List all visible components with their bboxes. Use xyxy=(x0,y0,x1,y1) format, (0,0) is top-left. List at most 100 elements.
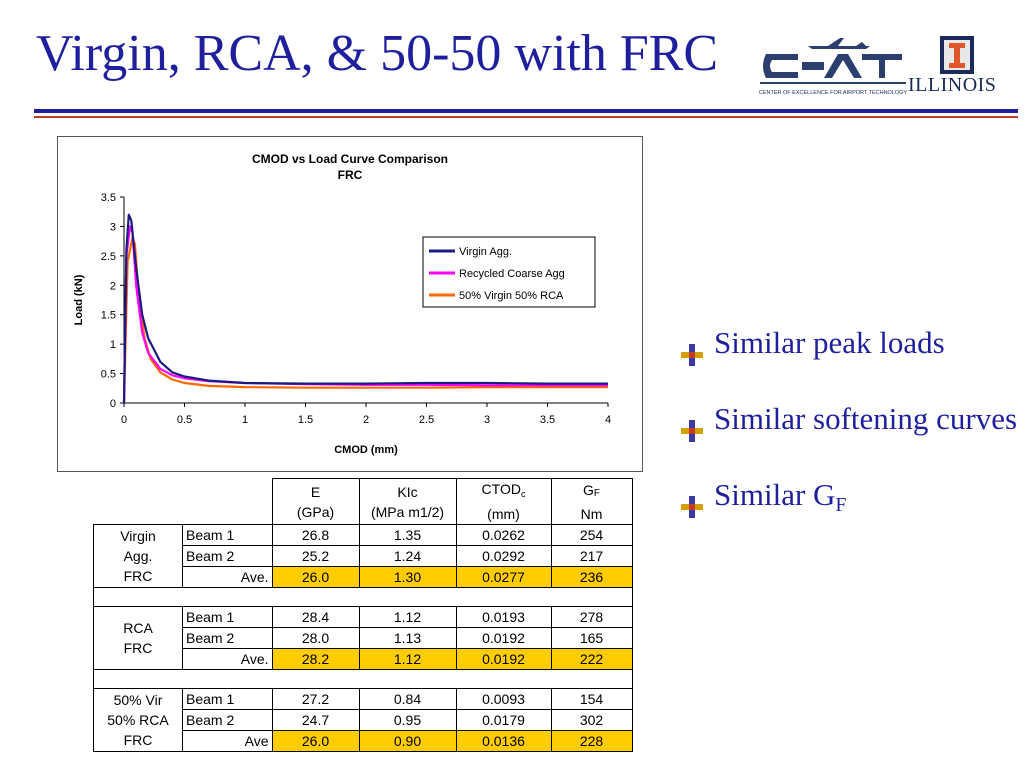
row-name: Ave xyxy=(182,730,273,752)
x-tick-label: 1.5 xyxy=(298,414,313,426)
table-row-average: Ave 26.0 0.90 0.0136 228 xyxy=(94,730,633,752)
chart-frame: CMOD vs Load Curve Comparison FRC 0 0.5 1 1.5… xyxy=(57,136,643,472)
cell-ctod: 0.0093 xyxy=(455,688,552,710)
cell-ctod: 0.0292 xyxy=(455,545,552,567)
cefat-logo: CENTER OF EXCELLENCE FOR AIRPORT TECHNOL… xyxy=(758,36,908,98)
table-row: RCA FRC Beam 1 28.4 1.12 0.0193 278 xyxy=(93,606,633,670)
cell-ctod: 0.0136 xyxy=(455,730,552,752)
cell-ctod: 0.0193 xyxy=(455,606,552,628)
y-tick-label: 3 xyxy=(110,221,116,233)
cell-ctod: 0.0192 xyxy=(455,627,552,649)
cell-kic: 0.84 xyxy=(358,688,457,710)
table-spacer-row xyxy=(93,669,633,689)
y-tick-label: 2 xyxy=(110,280,116,292)
row-name: Beam 2 xyxy=(182,627,273,649)
y-tick-label: 0.5 xyxy=(101,369,116,381)
y-axis-label: Load (kN) xyxy=(73,274,85,325)
table-row: Beam 2 25.2 1.24 0.0292 217 xyxy=(94,545,633,567)
bullet-list: Similar peak loads Similar softening cur… xyxy=(680,320,1020,558)
table-row: 50% Vir 50% RCA FRC Beam 1 27.2 0.84 0.009… xyxy=(93,688,633,752)
row-name: Beam 2 xyxy=(182,545,273,567)
bullet-cross-icon xyxy=(680,410,704,442)
series-line-1 xyxy=(122,213,608,404)
table-row: Beam 2 28.0 1.13 0.0192 165 xyxy=(94,627,633,649)
cell-kic: 1.12 xyxy=(358,648,457,670)
cell-ctod: 0.0192 xyxy=(455,648,552,670)
table-row-average: Ave. 26.0 1.30 0.0277 236 xyxy=(94,566,633,588)
cell-gf: 154 xyxy=(550,688,633,710)
cell-kic: 1.12 xyxy=(358,606,457,628)
x-tick-label: 2.5 xyxy=(419,414,434,426)
cell-ctod: 0.0277 xyxy=(455,566,552,588)
table-row-average: Ave. 28.2 1.12 0.0192 222 xyxy=(94,648,633,670)
bullet-text-3-sub: F xyxy=(835,494,847,516)
table-row: Virgin Agg. FRC Beam 1 26.8 1.35 0.0262 25… xyxy=(93,524,633,588)
cell-e: 28.0 xyxy=(271,627,360,649)
bullet-cross-icon xyxy=(680,334,704,366)
cell-kic: 1.35 xyxy=(358,524,457,546)
bullet-text-3: Similar G xyxy=(714,477,836,512)
row-name: Beam 1 xyxy=(182,688,273,710)
x-tick-label: 2 xyxy=(363,414,369,426)
bullet-text-1: Similar peak loads xyxy=(714,325,945,360)
cell-gf: 236 xyxy=(550,566,633,588)
legend-label: Recycled Coarse Agg xyxy=(459,268,565,280)
group-label-virgin: Virgin Agg. FRC xyxy=(93,524,183,588)
cell-e: 26.8 xyxy=(271,524,360,546)
illinois-badge-icon xyxy=(940,36,974,74)
x-tick-label: 1 xyxy=(242,414,248,426)
cell-gf: 278 xyxy=(550,606,633,628)
row-name: Ave. xyxy=(182,566,273,588)
x-tick-label: 0.5 xyxy=(177,414,192,426)
bullet-peak-loads: Similar peak loads xyxy=(680,320,1020,366)
table-spacer-row xyxy=(93,587,633,607)
y-tick-label: 2.5 xyxy=(101,251,116,263)
cell-gf: 222 xyxy=(550,648,633,670)
table-corner-blank xyxy=(93,478,273,525)
cell-ctod: 0.0262 xyxy=(455,524,552,546)
x-tick-label: 3.5 xyxy=(540,414,555,426)
cell-e: 24.7 xyxy=(271,709,360,731)
header-e: E (GPa) xyxy=(271,478,360,525)
cmod-load-chart: CMOD vs Load Curve Comparison FRC 0 0.5 1 1.5… xyxy=(73,152,611,456)
cell-e: 26.0 xyxy=(271,730,360,752)
x-axis-label: CMOD (mm) xyxy=(334,444,398,456)
bullet-similar-gf: Similar GF xyxy=(680,472,1020,528)
title-rule-red xyxy=(34,116,1018,118)
x-tick-label: 4 xyxy=(605,414,611,426)
slide-title: Virgin, RCA, & 50-50 with FRC xyxy=(36,25,719,82)
y-tick-label: 0 xyxy=(110,398,116,410)
cell-gf: 228 xyxy=(550,730,633,752)
spacer-cell xyxy=(93,587,633,607)
cell-gf: 217 xyxy=(550,545,633,567)
y-tick-label: 1.5 xyxy=(101,310,116,322)
bullet-text-2: Similar softening curves xyxy=(714,401,1018,436)
bullet-cross-icon xyxy=(680,486,704,518)
legend-label: Virgin Agg. xyxy=(459,246,512,258)
y-tick-label: 1 xyxy=(110,339,116,351)
row-name: Ave. xyxy=(182,648,273,670)
legend-label: 50% Virgin 50% RCA xyxy=(459,290,564,302)
cell-gf: 165 xyxy=(550,627,633,649)
group-label-5050: 50% Vir 50% RCA FRC xyxy=(93,688,183,752)
cell-kic: 1.30 xyxy=(358,566,457,588)
cell-gf: 302 xyxy=(550,709,633,731)
header-gf: GF Nm xyxy=(550,478,633,525)
results-table: E (GPa) KIc (MPa m1/2) CTODc (mm) GF Nm Virg… xyxy=(93,478,633,752)
cefat-logo-mark xyxy=(760,38,906,84)
x-tick-label: 3 xyxy=(484,414,490,426)
chart-subtitle: FRC xyxy=(338,168,363,182)
bullet-softening-curves: Similar softening curves xyxy=(680,396,1020,442)
cell-e: 25.2 xyxy=(271,545,360,567)
cell-kic: 0.90 xyxy=(358,730,457,752)
cell-e: 26.0 xyxy=(271,566,360,588)
header-ctod: CTODc (mm) xyxy=(455,478,552,525)
cell-e: 27.2 xyxy=(271,688,360,710)
cell-kic: 1.13 xyxy=(358,627,457,649)
group-label-rca: RCA FRC xyxy=(93,606,183,670)
row-name: Beam 1 xyxy=(182,606,273,628)
row-name: Beam 2 xyxy=(182,709,273,731)
cefat-caption: CENTER OF EXCELLENCE FOR AIRPORT TECHNOL… xyxy=(758,90,908,96)
cell-kic: 1.24 xyxy=(358,545,457,567)
table-row: Beam 2 24.7 0.95 0.0179 302 xyxy=(94,709,633,731)
